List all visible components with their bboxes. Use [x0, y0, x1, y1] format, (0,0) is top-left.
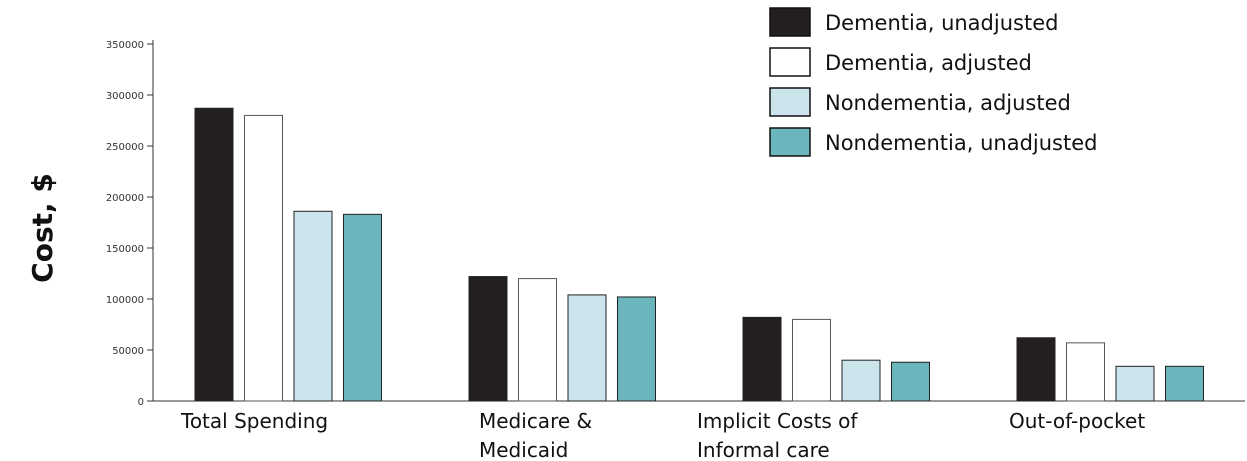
- category-labels: Total Spending Medicare & Medicaid Implicit…: [180, 409, 1145, 461]
- legend-label: Nondementia, unadjusted: [825, 131, 1097, 155]
- bar: [1016, 337, 1056, 402]
- bar: [244, 114, 283, 402]
- category-label: Total Spending: [180, 409, 328, 433]
- y-tick-label: 100000: [106, 295, 144, 306]
- bar: [1165, 365, 1204, 402]
- category-label: Medicaid: [479, 438, 568, 461]
- bar: [518, 278, 557, 402]
- bar: [567, 294, 607, 402]
- y-axis-label: Cost, $: [26, 173, 59, 283]
- legend-swatch: [769, 127, 811, 157]
- bar: [841, 359, 881, 402]
- bars: [194, 107, 1204, 402]
- bar: [293, 210, 333, 402]
- y-tick-label: 0: [138, 397, 144, 408]
- bar: [617, 296, 656, 402]
- y-tick-label: 200000: [106, 193, 144, 204]
- legend-swatch: [769, 87, 811, 117]
- y-tick-label: 150000: [106, 244, 144, 255]
- category-label: Informal care: [697, 438, 830, 461]
- y-tick-label: 250000: [106, 142, 144, 153]
- bar: [1066, 342, 1105, 402]
- legend-swatch: [769, 47, 811, 77]
- y-tick-label: 350000: [106, 40, 144, 51]
- legend-label: Dementia, adjusted: [825, 51, 1032, 75]
- legend-label: Nondementia, adjusted: [825, 91, 1071, 115]
- bar: [891, 361, 930, 402]
- bar: [1115, 365, 1155, 402]
- axes: 0 50000 100000 150000 200000 250000 300000 3500…: [106, 40, 1245, 408]
- legend: Dementia, unadjusted Dementia, adjusted No…: [769, 7, 1097, 157]
- bar: [468, 276, 508, 402]
- bar: [343, 213, 382, 402]
- legend-label: Dementia, unadjusted: [825, 11, 1058, 35]
- legend-swatch: [769, 7, 811, 37]
- y-tick-label: 300000: [106, 91, 144, 102]
- bar: [792, 318, 831, 402]
- bar: [742, 316, 782, 402]
- bar: [194, 107, 234, 402]
- category-label: Medicare &: [479, 409, 592, 433]
- category-label: Out-of-pocket: [1009, 409, 1145, 433]
- y-tick-label: 50000: [112, 346, 144, 357]
- category-label: Implicit Costs of: [697, 409, 858, 433]
